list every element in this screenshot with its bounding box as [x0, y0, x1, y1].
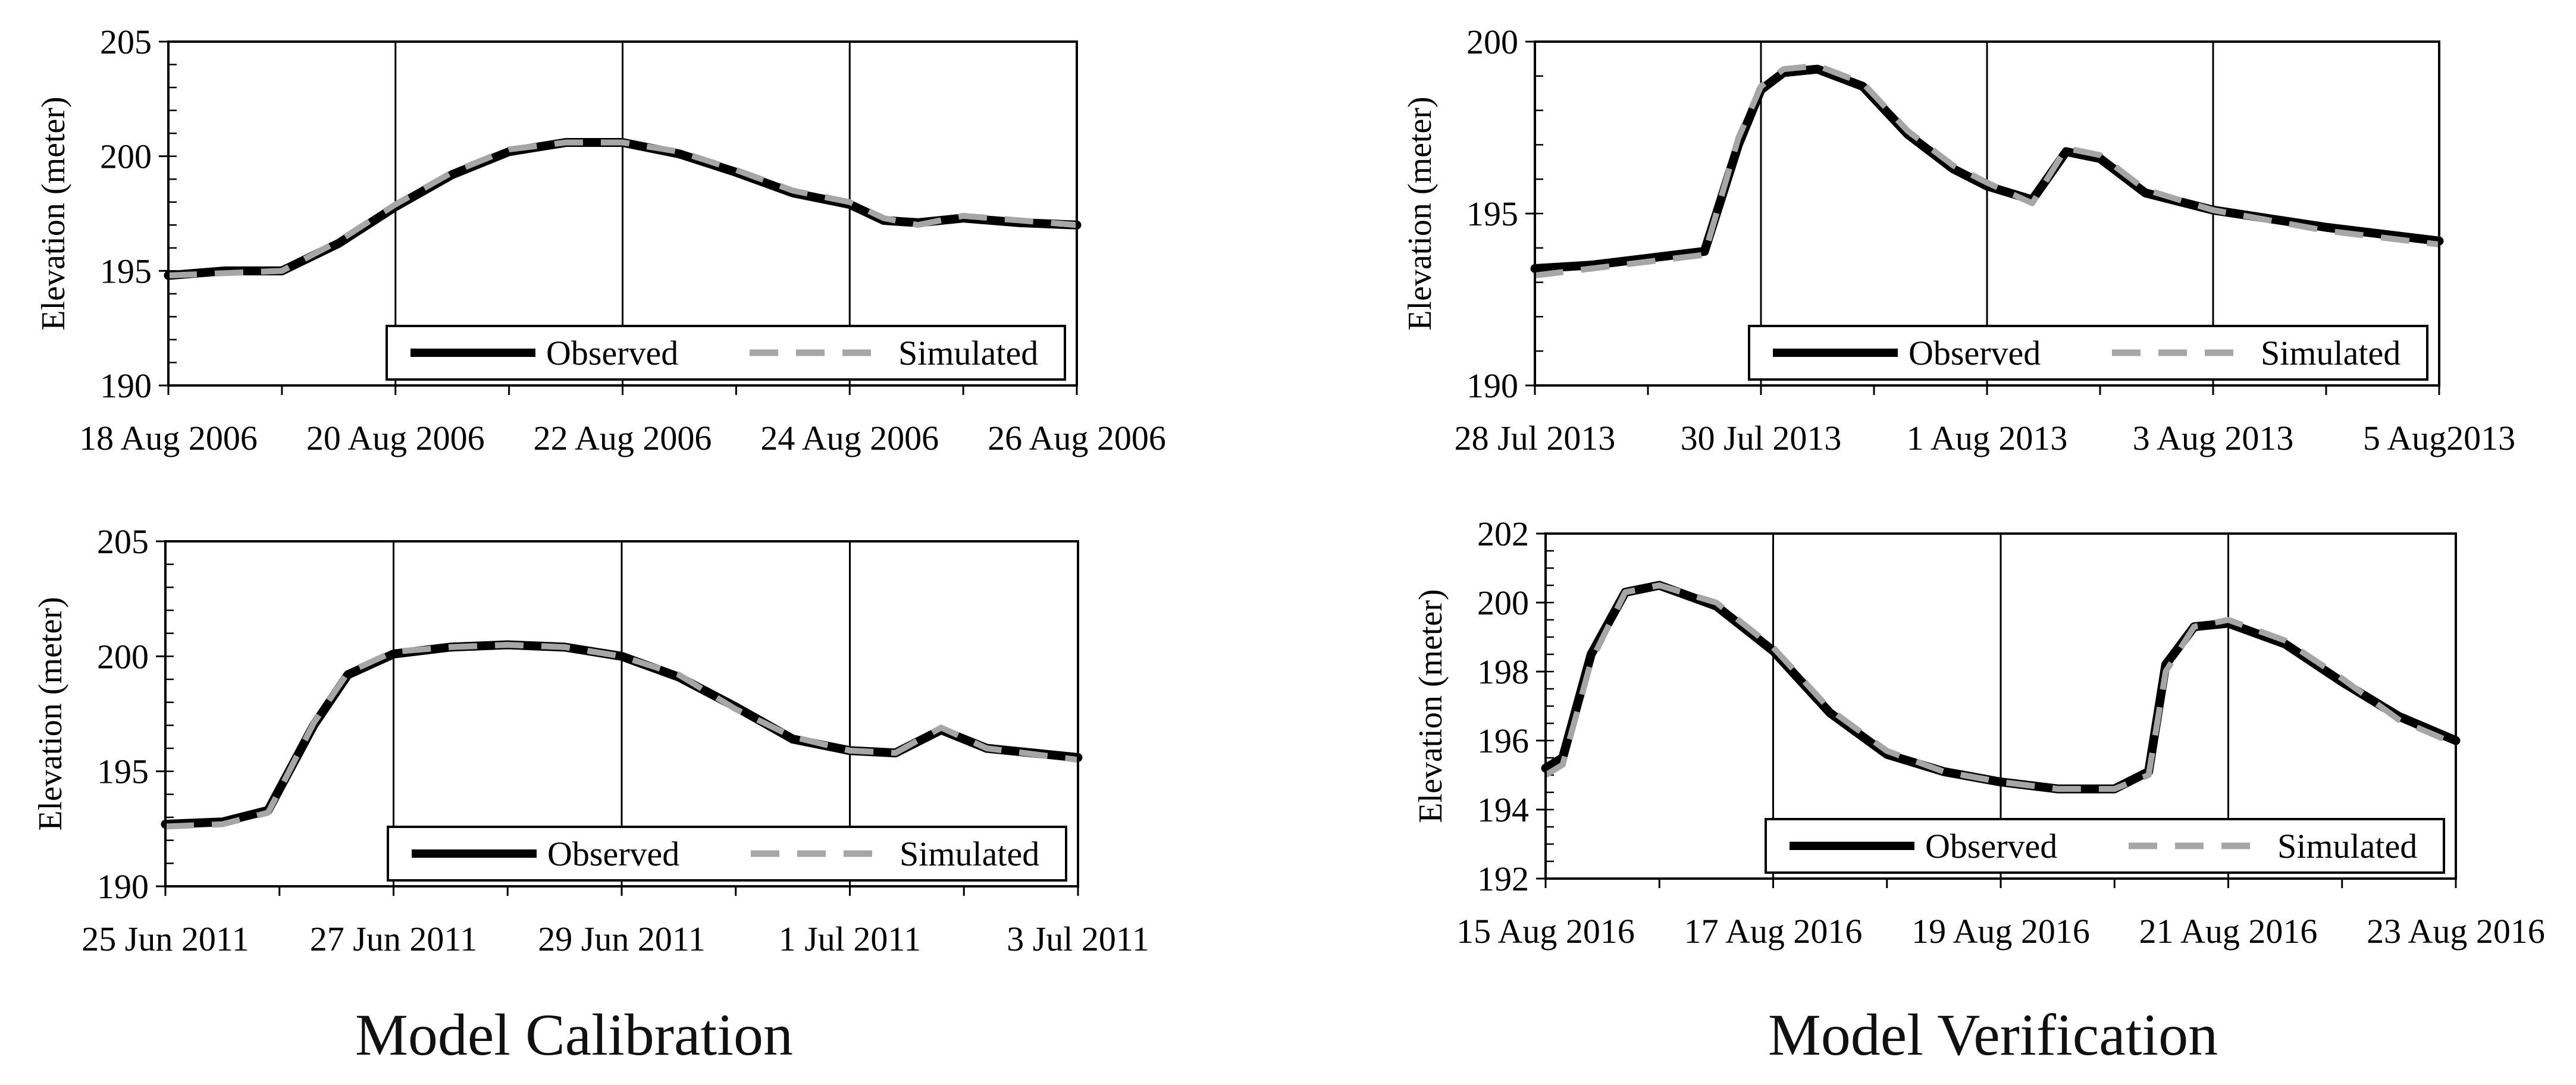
chart-panel-4: 192 194 196 198 200 202 15 Aug 2016 17 Aug 2016… — [1412, 515, 2545, 951]
x-tick-label: 29 Jun 2011 — [538, 920, 705, 958]
y-tick-label: 195 — [1466, 195, 1518, 233]
y-tick-label: 195 — [100, 252, 152, 290]
legend: Observed Simulated — [1765, 818, 2445, 874]
legend: Observed Simulated — [1748, 325, 2428, 381]
y-tick-label: 190 — [97, 867, 149, 906]
legend: Observed Simulated — [387, 826, 1067, 882]
series-line-simulated — [1534, 62, 2440, 279]
y-tick-label: 200 — [100, 137, 152, 176]
chart-panel-3: 190 195 200 205 25 Jun 2011 27 Jun 2011 29 Jun… — [32, 522, 1149, 958]
x-tick-label: 22 Aug 2006 — [534, 419, 712, 457]
legend-label-simulated: Simulated — [900, 835, 1039, 873]
x-tick-label: 3 Jul 2011 — [1007, 920, 1149, 958]
y-tick-label: 198 — [1477, 653, 1529, 691]
series-line-simulated — [1544, 582, 2457, 792]
y-tick-label: 205 — [100, 23, 152, 61]
series-line-simulated — [165, 642, 1079, 830]
x-tick-label: 27 Jun 2011 — [310, 920, 477, 958]
x-tick-label: 20 Aug 2006 — [306, 419, 485, 457]
y-tick-label: 200 — [1466, 23, 1518, 61]
x-tick-label: 25 Jun 2011 — [82, 920, 249, 958]
legend-label-simulated: Simulated — [2261, 334, 2400, 372]
legend-box — [386, 325, 1066, 381]
series-line-simulated — [168, 139, 1077, 279]
y-tick-label: 205 — [97, 522, 149, 561]
legend-label-observed: Observed — [1909, 334, 2041, 372]
x-tick-label: 19 Aug 2016 — [1911, 912, 2090, 951]
x-tick-label: 5 Aug2013 — [2363, 419, 2515, 457]
y-tick-label: 192 — [1477, 860, 1529, 898]
legend-label-observed: Observed — [1925, 827, 2057, 866]
plot-frame — [167, 40, 1078, 387]
legend-label-simulated: Simulated — [2277, 827, 2417, 866]
x-tick-label: 28 Jul 2013 — [1455, 419, 1616, 457]
y-tick-label: 190 — [100, 366, 152, 405]
y-tick-label: 196 — [1477, 722, 1529, 760]
legend-label-simulated: Simulated — [898, 334, 1038, 372]
y-tick-label: 200 — [97, 637, 149, 676]
y-tick-label: 190 — [1466, 366, 1518, 405]
chart-panel-1: 190 195 200 205 18 Aug 2006 20 Aug 2006 22 Aug… — [35, 23, 1166, 457]
y-axis-label: Elevation (meter) — [32, 597, 69, 830]
y-axis-label: Elevation (meter) — [1402, 96, 1439, 330]
legend-label-observed: Observed — [547, 835, 679, 873]
y-tick-label: 194 — [1477, 791, 1529, 829]
x-tick-label: 18 Aug 2006 — [79, 419, 258, 457]
caption-model-calibration: Model Calibration — [355, 1002, 793, 1068]
x-tick-label: 15 Aug 2016 — [1456, 912, 1635, 951]
x-tick-label: 1 Jul 2011 — [779, 920, 922, 958]
x-tick-label: 26 Aug 2006 — [988, 419, 1166, 457]
series-line-observed — [1541, 581, 2461, 794]
x-tick-label: 3 Aug 2013 — [2133, 419, 2294, 457]
y-tick-label: 202 — [1477, 515, 1529, 553]
plot-frame — [1544, 532, 2457, 880]
x-tick-label: 21 Aug 2016 — [2139, 912, 2318, 951]
legend-label-observed: Observed — [546, 334, 678, 372]
y-axis-label: Elevation (meter) — [1412, 589, 1449, 823]
x-tick-label: 30 Jul 2013 — [1681, 419, 1842, 457]
x-tick-label: 23 Aug 2016 — [2367, 912, 2545, 951]
x-tick-label: 24 Aug 2006 — [760, 419, 939, 457]
x-tick-label: 17 Aug 2016 — [1684, 912, 1863, 951]
plot-frame — [1534, 40, 2440, 387]
x-tick-label: 1 Aug 2013 — [1907, 419, 2068, 457]
legend: Observed Simulated — [386, 325, 1066, 381]
y-tick-label: 200 — [1477, 584, 1529, 622]
y-tick-label: 195 — [97, 752, 149, 791]
y-axis-label: Elevation (meter) — [35, 96, 72, 330]
chart-panel-2: 190 195 200 28 Jul 2013 30 Jul 2013 1 Aug 201… — [1402, 23, 2515, 457]
caption-model-verification: Model Verification — [1768, 1002, 2218, 1068]
plot-frame — [164, 540, 1079, 888]
